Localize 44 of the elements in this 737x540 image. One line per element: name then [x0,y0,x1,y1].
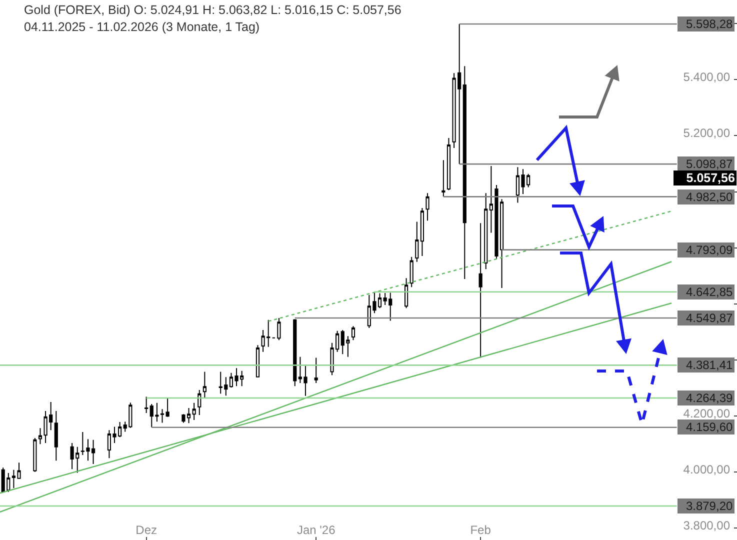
candlestick [202,371,206,399]
data-label: 4.642,85 [686,285,733,299]
data-label: 4.159,60 [686,420,733,434]
candlestick [415,221,419,262]
x-tick-label: Dez [136,523,157,537]
candlestick [192,402,196,420]
y-tick-label: 4.200,00 [683,406,730,420]
data-label: 4.982,50 [686,190,733,204]
candlestick [420,208,424,256]
data-label: 5.598,28 [686,17,733,31]
annotation: 5.057,56 [686,171,735,185]
data-label: 4.264,39 [686,391,733,405]
candlestick [484,192,488,270]
candlestick [256,344,260,378]
candlestick [410,256,414,288]
chart-title: Gold (FOREX, Bid) O: 5.024,91 H: 5.063,82 L: 5.016,15 C: 5.057,56 [24,3,402,17]
x-tick-label: Jan '26 [296,523,336,537]
candlestick [54,410,58,462]
data-label: 4.549,87 [686,311,733,325]
candlestick [446,137,451,191]
y-tick-label: 4.000,00 [683,462,730,476]
data-label: 4.793,09 [686,243,733,257]
data-label: 4.381,41 [686,358,733,372]
y-tick-label: 5.400,00 [683,70,730,84]
candlestick [166,398,170,418]
candlestick [442,160,446,198]
data-label: 3.879,20 [686,499,733,513]
candlestick [351,326,356,341]
candlestick [404,278,408,309]
candlestick [277,317,281,341]
candlestick [478,222,482,358]
x-tick-label: Feb [470,523,492,537]
candlestick [426,192,430,222]
candlestick [462,66,466,280]
candlestick [33,437,37,472]
data-label: 5.098,87 [686,157,733,171]
y-tick-label: 5.200,00 [683,126,730,140]
text: 04.11.2025 - 11.02.2026 (3 Monate, 1 Tag) [24,20,260,34]
y-tick-label: 3.800,00 [683,518,730,532]
candlestick [314,357,318,384]
candlestick [198,390,202,416]
candlestick [293,318,297,387]
candlestick [144,396,148,414]
candlestick [160,408,164,424]
